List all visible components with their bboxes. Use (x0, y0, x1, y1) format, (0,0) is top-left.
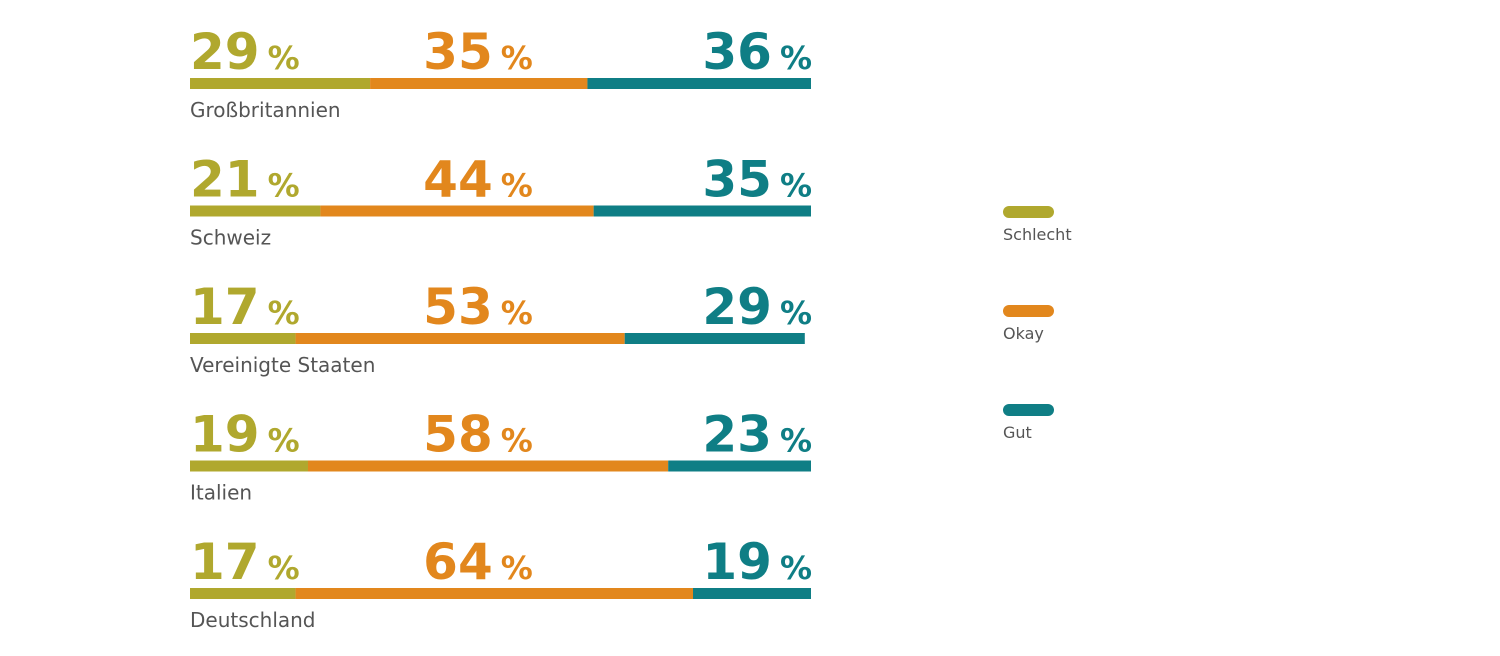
bar-segment (190, 205, 321, 217)
legend-label: Gut (1003, 423, 1032, 442)
value-label: 17% (190, 278, 300, 336)
value-label: 53% (423, 278, 533, 336)
value-label: 17% (190, 533, 300, 591)
bar-segment (190, 460, 308, 472)
value-number: 44 (423, 151, 493, 209)
value-unit: % (501, 39, 533, 77)
legend-label: Okay (1003, 324, 1044, 343)
value-unit: % (780, 167, 812, 205)
bar-segment (693, 588, 811, 599)
value-number: 29 (702, 278, 772, 336)
value-unit: % (501, 167, 533, 205)
category-label: Schweiz (190, 226, 271, 250)
value-unit: % (780, 549, 812, 587)
value-unit: % (501, 294, 533, 332)
value-unit: % (501, 549, 533, 587)
value-unit: % (780, 39, 812, 77)
bar-segment (190, 588, 296, 599)
value-label: 36% (702, 23, 812, 81)
value-label: 23% (702, 406, 812, 464)
bar-segment (587, 78, 811, 89)
category-label: Großbritannien (190, 98, 341, 122)
value-number: 23 (702, 406, 772, 464)
bar-segment (593, 205, 811, 217)
value-label: 19% (190, 406, 300, 464)
value-label: 44% (423, 151, 533, 209)
bar-segment (190, 78, 371, 89)
value-label: 21% (190, 151, 300, 209)
bar-segment (295, 333, 625, 344)
value-number: 19 (702, 533, 772, 591)
bar-segment (190, 333, 296, 344)
value-unit: % (268, 549, 300, 587)
bar-segment (295, 588, 694, 599)
value-number: 35 (702, 151, 772, 209)
value-label: 29% (190, 23, 300, 81)
value-number: 35 (423, 23, 493, 81)
value-label: 29% (702, 278, 812, 336)
value-number: 53 (423, 278, 493, 336)
value-label: 35% (702, 151, 812, 209)
value-label: 19% (702, 533, 812, 591)
value-unit: % (501, 422, 533, 460)
value-label: 35% (423, 23, 533, 81)
bar-segment (370, 78, 588, 89)
category-label: Deutschland (190, 608, 316, 632)
value-number: 36 (702, 23, 772, 81)
bar-segment (307, 460, 669, 472)
value-number: 64 (423, 533, 493, 591)
value-number: 19 (190, 406, 260, 464)
value-unit: % (268, 39, 300, 77)
value-unit: % (268, 167, 300, 205)
bar-segment (668, 460, 811, 472)
bar-segment (624, 333, 805, 344)
value-unit: % (268, 294, 300, 332)
value-unit: % (780, 422, 812, 460)
value-number: 17 (190, 278, 260, 336)
value-number: 17 (190, 533, 260, 591)
value-label: 58% (423, 406, 533, 464)
value-unit: % (780, 294, 812, 332)
value-number: 58 (423, 406, 493, 464)
value-number: 29 (190, 23, 260, 81)
value-number: 21 (190, 151, 260, 209)
category-label: Italien (190, 481, 252, 505)
value-label: 64% (423, 533, 533, 591)
bar-segment (320, 205, 594, 217)
category-label: Vereinigte Staaten (190, 353, 375, 377)
legend-label: Schlecht (1003, 225, 1072, 244)
value-unit: % (268, 422, 300, 460)
